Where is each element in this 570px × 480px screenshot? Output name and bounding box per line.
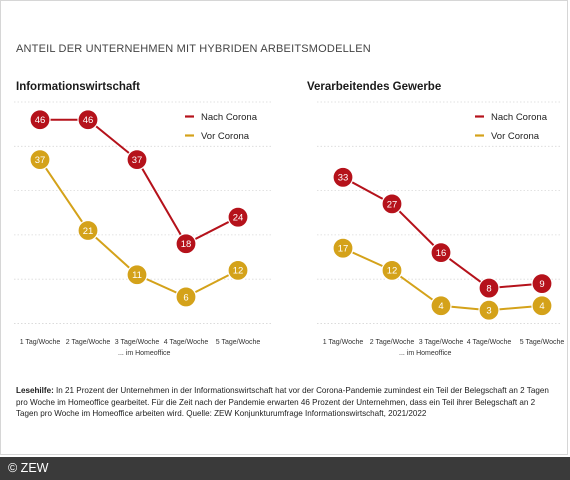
data-label: 4 [438, 301, 443, 312]
x-tick-label: 5 Tage/Woche [520, 339, 565, 346]
chart-informationswirtschaft: Informationswirtschaft 1 Tag/Woche 2 Tage/… [14, 81, 271, 357]
verarbeitendes-gewerbe-title: Verarbeitendes Gewerbe [307, 81, 441, 93]
legend-label: Nach Corona [491, 112, 548, 123]
x-axis-note: ... im Homeoffice [399, 350, 451, 357]
data-label: 46 [83, 115, 94, 126]
data-point-vor-corona [531, 295, 553, 317]
x-tick-label: 4 Tage/Woche [164, 339, 209, 346]
data-label: 12 [233, 266, 244, 277]
data-label: 12 [387, 266, 398, 277]
data-label: 16 [436, 248, 447, 259]
data-point-nach-corona [175, 233, 197, 255]
data-point-vor-corona [29, 148, 51, 171]
x-tick-label: 1 Tag/Woche [323, 339, 364, 346]
x-tick-label: 2 Tage/Woche [66, 339, 111, 346]
x-tick-label: 1 Tag/Woche [20, 339, 61, 346]
data-label: 37 [35, 155, 46, 166]
x-tick-label: 2 Tage/Woche [370, 339, 415, 346]
series-line-nach-corona [342, 176, 543, 290]
data-point-nach-corona [531, 273, 553, 295]
data-label: 11 [132, 270, 142, 281]
data-label: 3 [486, 306, 491, 317]
x-tick-label: 4 Tage/Woche [467, 339, 512, 346]
reading-aid-text: In 21 Prozent der Unternehmen in der Inf… [16, 386, 549, 418]
data-point-nach-corona [77, 109, 99, 131]
data-point-vor-corona [227, 259, 249, 281]
credit-bar: © ZEW [0, 457, 570, 480]
data-label: 17 [338, 244, 349, 255]
data-label: 8 [486, 283, 491, 294]
data-point-nach-corona [430, 242, 452, 264]
x-axis-note: ... im Homeoffice [118, 350, 170, 357]
data-label: 6 [183, 292, 188, 303]
reading-aid: Lesehilfe: In 21 Prozent der Unternehmen… [16, 385, 556, 420]
informationswirtschaft-title: Informationswirtschaft [16, 81, 140, 93]
legend-label: Vor Corona [491, 131, 540, 142]
data-label: 4 [539, 301, 544, 312]
data-point-vor-corona [478, 299, 500, 321]
data-point-vor-corona [77, 219, 99, 242]
x-tick-label: 5 Tage/Woche [216, 339, 261, 346]
data-label: 27 [387, 199, 398, 210]
data-point-vor-corona [175, 286, 197, 308]
data-label: 46 [35, 115, 46, 126]
data-point-nach-corona [478, 277, 500, 299]
x-tick-label: 3 Tage/Woche [419, 339, 464, 346]
data-label: 37 [132, 155, 143, 166]
data-label: 33 [338, 173, 349, 184]
x-tick-label: 3 Tage/Woche [115, 339, 160, 346]
data-point-vor-corona [126, 264, 148, 286]
data-point-vor-corona [332, 237, 354, 259]
data-label: 24 [233, 213, 244, 224]
data-point-nach-corona [227, 206, 249, 228]
credit-text: © ZEW [8, 461, 49, 475]
data-label: 18 [181, 239, 192, 250]
data-point-nach-corona [381, 193, 403, 215]
legend-label: Vor Corona [201, 131, 250, 142]
figure-title: ANTEIL DER UNTERNEHMEN MIT HYBRIDEN ARBE… [16, 43, 371, 55]
data-point-vor-corona [381, 259, 403, 281]
data-point-nach-corona [332, 166, 354, 188]
data-label: 21 [83, 226, 94, 237]
data-point-vor-corona [430, 295, 452, 317]
reading-aid-lead: Lesehilfe: [16, 386, 54, 395]
chart-verarbeitendes-gewerbe: Verarbeitendes Gewerbe 1 Tag/Woche 2 Tage/… [307, 81, 564, 357]
data-label: 9 [539, 279, 544, 290]
legend-label: Nach Corona [201, 112, 258, 123]
data-point-nach-corona [126, 148, 148, 171]
data-point-nach-corona [29, 109, 51, 131]
